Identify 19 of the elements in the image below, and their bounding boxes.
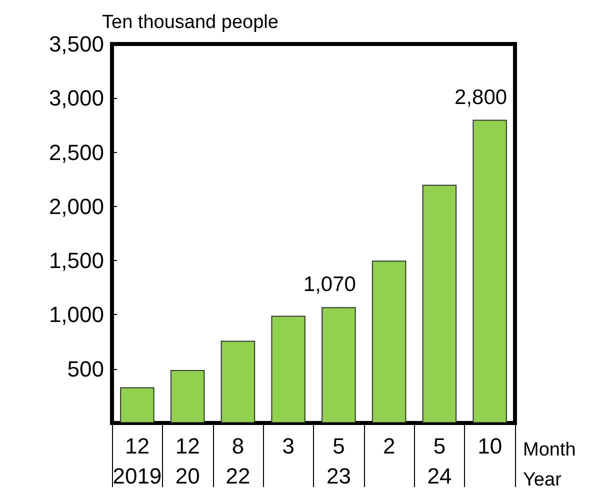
y-tick-label: 1,500 [48, 248, 104, 274]
data-label: 1,070 [303, 273, 356, 296]
y-axis-title: Ten thousand people [102, 12, 278, 33]
x-tick-label: 3 [282, 434, 294, 458]
x-tick-label: 5 24 [427, 434, 452, 488]
x-tick-label: 5 23 [326, 434, 351, 488]
y-tick-label: 2,000 [48, 194, 104, 219]
y-tick-label: 3,500 [48, 32, 104, 56]
y-tick-label: 1,000 [48, 302, 104, 328]
y-tick-label: 500 [67, 356, 104, 382]
x-tick-label: 10 [478, 434, 502, 458]
x-tick-label: 8 22 [226, 434, 250, 488]
x-tick-label: 2 [382, 434, 396, 458]
x-tick-label: 12 2019 [112, 434, 162, 488]
x-axis-title: Month Year [523, 440, 576, 490]
y-tick-label: 3,000 [48, 86, 104, 111]
x-tick-label: 12 20 [175, 434, 200, 488]
data-label: 2,800 [454, 86, 508, 109]
y-tick-label: 2,500 [48, 140, 104, 165]
